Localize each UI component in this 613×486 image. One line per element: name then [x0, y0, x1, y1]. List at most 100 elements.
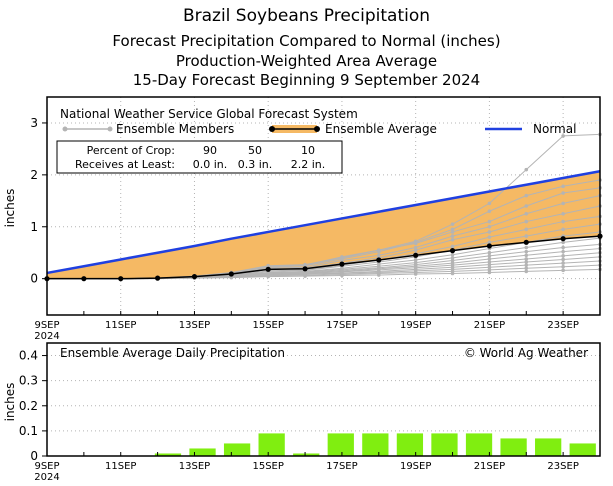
ensemble-member-point [524, 234, 529, 238]
ensemble-member-point [229, 275, 234, 280]
ensemble-member-point [561, 245, 565, 250]
ensemble-member-point [413, 272, 418, 276]
daily-precip-bar [154, 453, 182, 456]
table-row2-value: 0.0 in. [193, 158, 228, 171]
ensemble-average-point [413, 252, 419, 258]
ensemble-average-point [191, 273, 198, 280]
legend-members: Ensemble Members [62, 122, 234, 136]
credit-label: © World Ag Weather [464, 346, 588, 360]
x-tick-label: 19SEP [400, 461, 431, 472]
bottom-y-tick-label: 0.3 [19, 374, 38, 388]
ensemble-member-point [487, 209, 492, 213]
daily-precip-bar [569, 443, 596, 456]
ensemble-member-point [340, 255, 344, 259]
table-row2-label: Receives at Least: [75, 158, 175, 171]
ensemble-member-point [561, 184, 565, 189]
chart-title: Brazil Soybeans Precipitation [182, 6, 431, 26]
ensemble-member-point [487, 265, 492, 270]
x-tick-label: 21SEP [474, 320, 505, 331]
legend-average: Ensemble Average [269, 122, 437, 136]
table-row2-value: 2.2 in. [291, 158, 326, 171]
daily-precip-bar [431, 433, 458, 456]
ensemble-member-point [450, 237, 455, 242]
ensemble-member-point [487, 268, 492, 272]
top-y-tick-label: 1 [30, 220, 38, 234]
ensemble-member-point [524, 266, 529, 271]
normal-line [46, 169, 601, 275]
x-tick-label: 23SEP [547, 461, 578, 472]
legend-members-dot [62, 126, 68, 132]
ensemble-member-point [450, 227, 455, 232]
x-tick-label: 11SEP [105, 320, 136, 331]
ensemble-member-point [450, 222, 455, 226]
ensemble-member-point [377, 248, 381, 252]
daily-precip-bar [327, 433, 354, 456]
ensemble-member-point [487, 240, 492, 245]
ensemble-average-point [449, 248, 456, 254]
ensemble-member-point [524, 263, 529, 267]
crop-percent-table: Percent of Crop: 90 50 10 Receives at Le… [56, 140, 343, 174]
ensemble-member-point [487, 270, 492, 275]
ensemble-member-point [487, 254, 492, 258]
ensemble-member-point [266, 274, 271, 279]
daily-precip-bar [535, 438, 562, 456]
ensemble-member-point [487, 262, 492, 267]
x-tick-label: 13SEP [179, 461, 210, 472]
ensemble-member-point [413, 258, 418, 262]
ensemble-member-point [487, 235, 492, 239]
ensemble-member-point [524, 227, 529, 232]
ensemble-member-point [450, 230, 455, 234]
ensemble-average-point [228, 271, 234, 277]
x-tick-label: 21SEP [474, 461, 505, 472]
legend-average-dot [314, 126, 320, 132]
ensemble-member-point [524, 269, 529, 274]
normal-vs-average-fill [47, 171, 600, 279]
ensemble-member-point [524, 204, 529, 208]
chart-subtitle-2: Production-Weighted Area Average [175, 52, 438, 70]
ensemble-member-point [561, 134, 565, 138]
chart-subtitle: Forecast Precipitation Compared to Norma… [112, 32, 501, 50]
ensemble-member-point [377, 253, 381, 258]
bottom-y-tick-label: 0 [30, 449, 38, 463]
ensemble-member-point [413, 241, 418, 246]
table-row1-value: 50 [248, 144, 262, 157]
x-tick-label: 17SEP [326, 461, 357, 472]
ensemble-member-point [340, 258, 344, 263]
chart-subtitle-3: 15-Day Forecast Beginning 9 September 20… [132, 71, 481, 89]
ensemble-member-point [561, 268, 565, 273]
x-tick-year: 2024 [34, 331, 59, 342]
legend-members-dot [107, 126, 113, 132]
x-tick-label: 23SEP [547, 320, 578, 331]
ensemble-member-point [561, 211, 565, 216]
top-y-tick-label: 3 [30, 116, 38, 130]
x-tick-label: 13SEP [179, 320, 210, 331]
ensemble-member-point [450, 252, 455, 257]
ensemble-average-point [523, 239, 529, 245]
table-row2-value: 0.3 in. [238, 158, 273, 171]
legend-normal: Normal [485, 122, 576, 136]
ensemble-member-point [561, 264, 565, 269]
ensemble-member-point [487, 201, 492, 206]
ensemble-average-point [560, 236, 566, 242]
top-y-tick-label: 0 [30, 272, 38, 286]
daily-precip-bar [189, 448, 216, 456]
x-tick-label: 19SEP [400, 320, 431, 331]
ensemble-member-point [524, 211, 529, 216]
ensemble-member-point [524, 245, 529, 250]
ensemble-average-point [81, 276, 87, 282]
daily-panel-title: Ensemble Average Daily Precipitation [60, 346, 285, 360]
ensemble-member-point [303, 274, 307, 278]
ensemble-member-point [450, 234, 455, 238]
ensemble-member-point [561, 254, 565, 258]
ensemble-member-point [487, 250, 492, 255]
daily-precip-bar [223, 443, 251, 456]
ensemble-member-point [561, 249, 565, 254]
ensemble-member-point [487, 224, 492, 229]
source-label: National Weather Service Global Forecast… [60, 107, 358, 121]
bottom-y-axis-label: inches [3, 383, 17, 422]
table-row1-label: Percent of Crop: [87, 144, 175, 157]
ensemble-member-point [413, 245, 418, 250]
ensemble-member-point [561, 240, 565, 245]
ensemble-average-point [376, 257, 382, 263]
